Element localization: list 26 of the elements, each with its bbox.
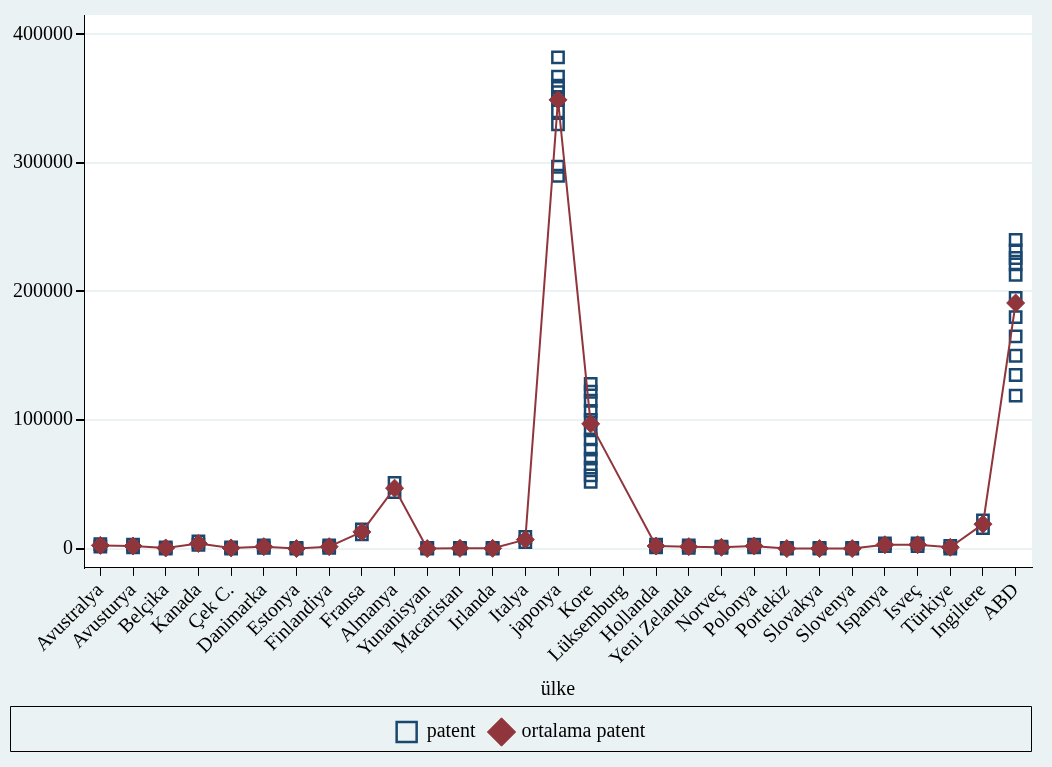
point [581, 414, 601, 434]
point [646, 536, 666, 556]
point [679, 537, 699, 557]
point [515, 530, 535, 550]
point [352, 522, 372, 542]
y-tick-label: 200000 [13, 278, 73, 301]
point [1006, 293, 1026, 313]
legend-label: patent [426, 719, 476, 743]
point [90, 535, 110, 555]
point [319, 537, 339, 557]
y-tick-label: 300000 [13, 150, 73, 173]
x-axis-title: ülke [540, 677, 576, 700]
point [973, 514, 993, 534]
point [940, 537, 960, 557]
legend-label: ortalama patent [521, 719, 646, 743]
point [254, 537, 274, 557]
y-tick-label: 400000 [13, 21, 73, 44]
point [385, 478, 405, 498]
point [123, 536, 143, 556]
y-tick-label: 0 [63, 535, 73, 558]
point [875, 535, 895, 555]
point [908, 535, 928, 555]
point [188, 533, 208, 553]
y-tick-label: 100000 [13, 407, 73, 430]
point [548, 90, 568, 110]
point [744, 536, 764, 556]
